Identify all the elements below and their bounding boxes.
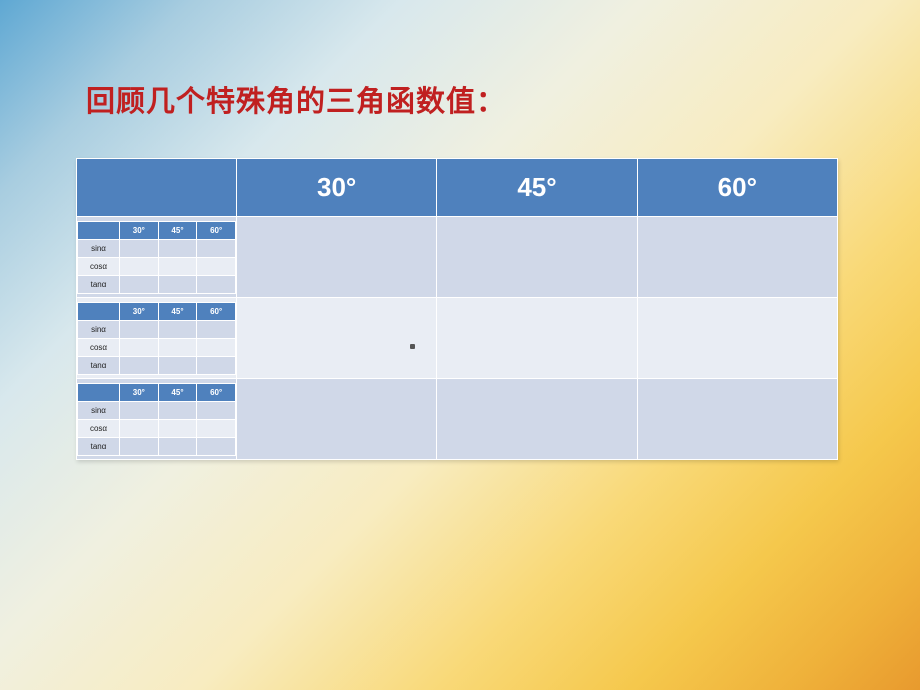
mini-30: 30° xyxy=(120,302,159,320)
mini-blank xyxy=(78,221,120,239)
mini-45: 45° xyxy=(158,302,197,320)
cell xyxy=(437,379,637,460)
cell xyxy=(637,379,837,460)
mini-table: 30° 45° 60° sinα cosα tanα xyxy=(77,221,236,294)
mini-blank xyxy=(78,302,120,320)
col-45: 45° xyxy=(437,159,637,217)
mini-30: 30° xyxy=(120,383,159,401)
row-label-cell: 30° 45° 60° sinα cosα tanα xyxy=(77,298,237,379)
mini-tan: tanα xyxy=(78,356,120,374)
col-60: 60° xyxy=(637,159,837,217)
cell xyxy=(237,379,437,460)
table-row: 30° 45° 60° sinα cosα tanα xyxy=(77,298,838,379)
cell xyxy=(237,217,437,298)
col-blank xyxy=(77,159,237,217)
cell xyxy=(637,298,837,379)
mini-cos: cosα xyxy=(78,419,120,437)
mini-sin: sinα xyxy=(78,401,120,419)
mini-sin: sinα xyxy=(78,320,120,338)
mini-tan: tanα xyxy=(78,275,120,293)
row-label-cell: 30° 45° 60° sinα cosα tanα xyxy=(77,217,237,298)
mini-45: 45° xyxy=(158,221,197,239)
mini-cos: cosα xyxy=(78,257,120,275)
table-row: 30° 45° 60° sinα cosα tanα xyxy=(77,379,838,460)
mini-cos: cosα xyxy=(78,338,120,356)
cell xyxy=(437,298,637,379)
cell xyxy=(637,217,837,298)
cell xyxy=(237,298,437,379)
slide-title: 回顾几个特殊角的三角函数值： xyxy=(86,78,506,120)
center-dot-icon xyxy=(410,344,415,349)
cell xyxy=(437,217,637,298)
mini-60: 60° xyxy=(197,221,236,239)
mini-table: 30° 45° 60° sinα cosα tanα xyxy=(77,302,236,375)
mini-60: 60° xyxy=(197,383,236,401)
mini-30: 30° xyxy=(120,221,159,239)
row-label-cell: 30° 45° 60° sinα cosα tanα xyxy=(77,379,237,460)
mini-45: 45° xyxy=(158,383,197,401)
mini-60: 60° xyxy=(197,302,236,320)
mini-tan: tanα xyxy=(78,437,120,455)
mini-sin: sinα xyxy=(78,239,120,257)
table-row: 30° 45° 60° sinα cosα tanα xyxy=(77,217,838,298)
col-30: 30° xyxy=(237,159,437,217)
mini-blank xyxy=(78,383,120,401)
trig-table: 30° 45° 60° 30° 45° 60° sinα cosα tanα xyxy=(76,158,838,460)
mini-table: 30° 45° 60° sinα cosα tanα xyxy=(77,383,236,456)
